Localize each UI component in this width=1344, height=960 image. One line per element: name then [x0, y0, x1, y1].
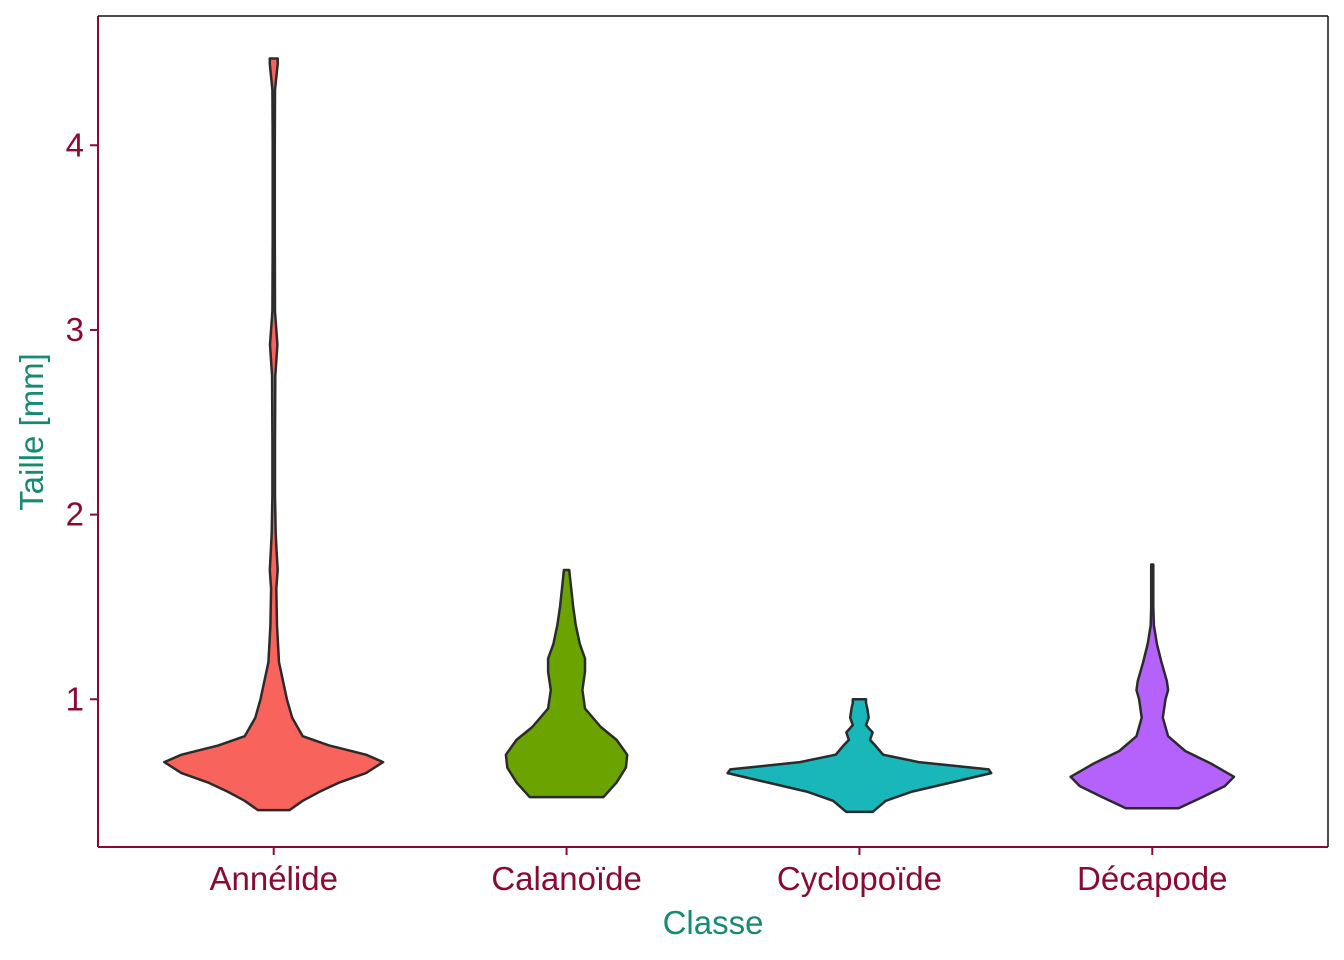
- y-axis-title: Taille [mm]: [13, 353, 50, 511]
- y-tick-label: 1: [66, 680, 84, 717]
- violin-decapode: [1069, 563, 1236, 810]
- x-tick-label: Calanoïde: [491, 860, 641, 897]
- violin-annelide: [163, 57, 385, 812]
- y-axis-ticks: 1 2 3 4: [66, 126, 98, 717]
- x-tick-label: Cyclopoïde: [777, 860, 942, 897]
- x-tick-label: Décapode: [1077, 860, 1227, 897]
- violin-cyclopoide: [726, 698, 993, 814]
- y-tick-label: 3: [66, 311, 84, 348]
- y-tick-label: 2: [66, 496, 84, 533]
- x-tick-label: Annélide: [209, 860, 337, 897]
- x-axis-title: Classe: [663, 904, 764, 941]
- x-axis-ticks: Annélide Calanoïde Cyclopoïde Décapode: [209, 847, 1228, 897]
- violin-calanoide: [504, 568, 629, 799]
- y-tick-label: 4: [66, 126, 84, 163]
- violin-layer: [163, 57, 1236, 814]
